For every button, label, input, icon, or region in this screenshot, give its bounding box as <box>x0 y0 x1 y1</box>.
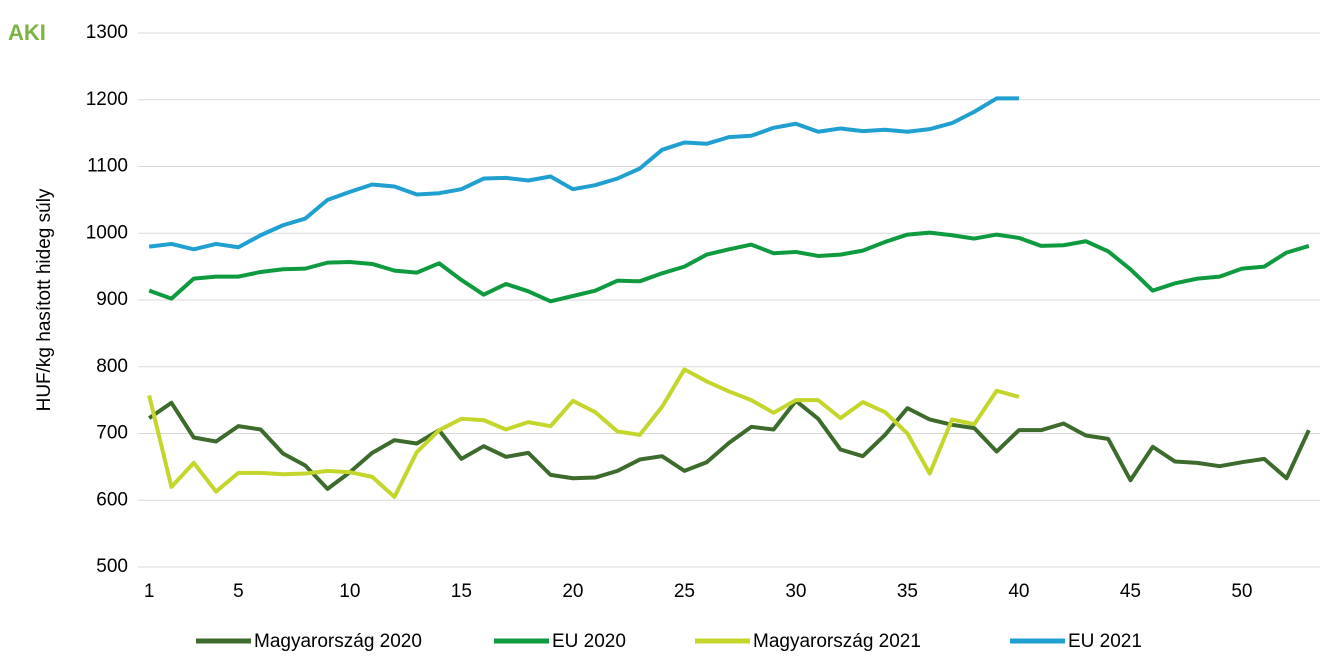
y-tick-label: 700 <box>96 423 128 444</box>
y-tick-label: 800 <box>96 356 128 377</box>
x-tick-label: 10 <box>339 581 360 602</box>
logo: AKI <box>8 20 46 45</box>
series-line <box>148 96 1019 252</box>
y-tick-label: 1300 <box>86 22 128 43</box>
y-tick-label: 600 <box>96 489 128 510</box>
legend-label: Magyarország 2021 <box>753 631 921 652</box>
y-tick-label: 1100 <box>87 156 128 177</box>
x-tick-label: 25 <box>674 581 695 602</box>
legend-label: EU 2020 <box>552 631 626 652</box>
x-tick-label: 5 <box>233 581 244 602</box>
y-axis-label: HUF/kg hasított hideg súly <box>34 188 55 411</box>
y-tick-label: 500 <box>96 556 128 577</box>
y-tick-label: 1200 <box>86 89 128 110</box>
y-tick-label: 1000 <box>86 222 128 243</box>
series-line <box>148 398 1311 491</box>
x-tick-label: 20 <box>562 581 583 602</box>
series-line <box>148 230 1310 304</box>
legend-label: EU 2021 <box>1068 631 1142 652</box>
x-tick-label: 40 <box>1008 581 1029 602</box>
x-tick-label: 30 <box>785 581 806 602</box>
x-tick-label: 50 <box>1231 581 1252 602</box>
x-tick-label: 35 <box>897 581 918 602</box>
x-tick-label: 15 <box>451 581 472 602</box>
x-tick-label: 45 <box>1120 581 1141 602</box>
y-tick-label: 900 <box>96 289 128 310</box>
x-tick-label: 1 <box>144 581 155 602</box>
series-line <box>147 367 1020 499</box>
legend-label: Magyarország 2020 <box>254 631 422 652</box>
